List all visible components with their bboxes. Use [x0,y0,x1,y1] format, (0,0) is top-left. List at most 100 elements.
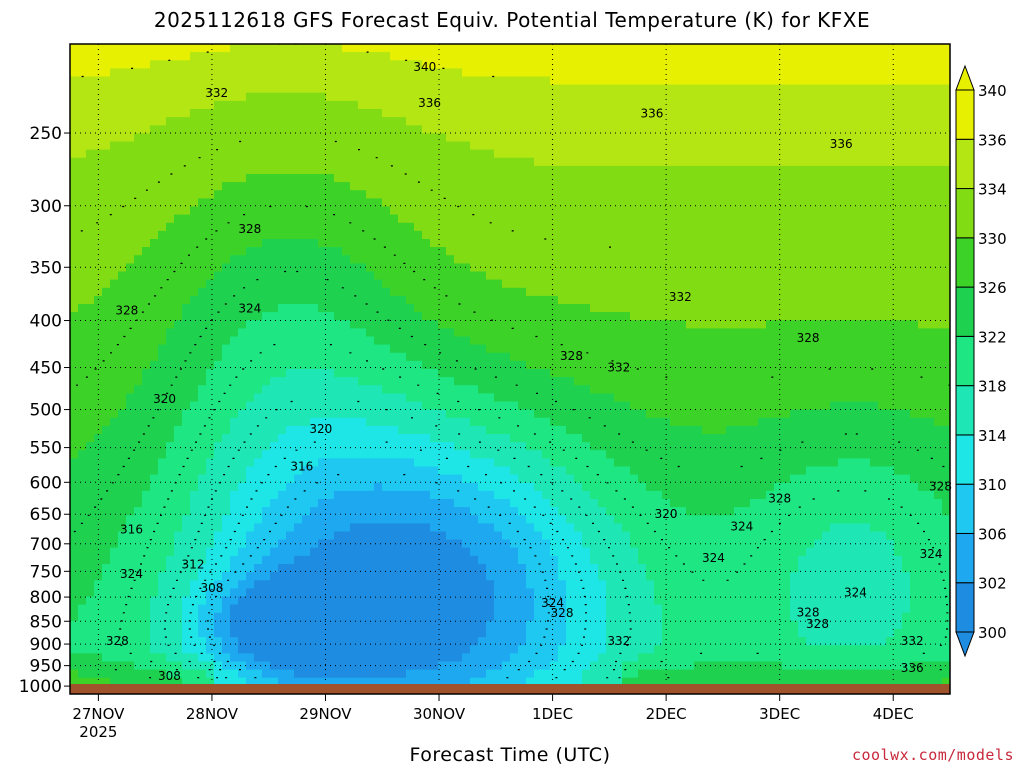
field-cell [86,247,95,256]
field-cell [622,149,631,159]
field-cell [678,360,687,370]
field-cell [278,174,287,183]
field-cell [550,247,559,256]
field-cell [598,352,607,362]
field-cell [366,92,375,102]
field-cell [606,149,615,159]
field-cell [286,304,295,313]
field-cell [630,287,639,297]
field-cell [742,198,751,208]
field-cell [750,149,759,159]
field-cell [374,52,383,61]
field-cell [790,109,799,118]
field-cell [350,76,359,86]
field-cell [478,369,487,378]
field-cell [806,149,815,159]
field-cell [454,157,463,167]
field-cell [398,336,407,346]
field-cell [686,182,695,191]
field-cell [718,263,727,273]
field-cell [710,401,719,411]
field-cell [502,279,511,289]
field-cell [86,360,95,370]
field-cell [590,271,599,281]
field-cell [878,352,887,362]
field-cell [406,141,415,151]
field-cell [294,320,303,329]
field-cell [86,149,95,159]
field-cell [486,328,495,338]
field-cell [638,287,647,297]
field-cell [878,271,887,281]
field-cell [750,84,759,94]
field-cell [334,393,343,403]
field-cell [918,352,927,362]
field-cell [230,125,239,134]
field-cell [710,239,719,248]
field-cell [902,141,911,151]
field-cell [94,312,103,321]
field-cell [750,328,759,338]
field-cell [742,263,751,273]
field-cell [702,344,711,354]
field-cell [742,247,751,256]
field-cell [726,68,735,78]
field-cell [286,117,295,126]
field-cell [142,263,151,273]
field-cell [150,263,159,273]
field-cell [726,320,735,329]
field-cell [246,76,255,86]
field-cell [742,377,751,386]
field-cell [414,117,423,126]
field-cell [558,109,567,118]
field-cell [222,304,231,313]
field-cell [894,336,903,346]
field-cell [134,174,143,183]
field-cell [118,320,127,329]
field-cell [798,141,807,151]
field-cell [262,214,271,224]
field-cell [270,369,279,378]
field-cell [742,100,751,110]
field-cell [310,125,319,134]
field-cell [374,304,383,313]
field-cell [430,336,439,346]
field-cell [278,52,287,61]
field-cell [814,141,823,151]
field-cell [590,239,599,248]
field-cell [190,401,199,411]
field-cell [94,263,103,273]
field-cell [94,141,103,151]
field-cell [710,287,719,297]
field-cell [454,328,463,338]
field-cell [166,141,175,151]
field-cell [782,287,791,297]
field-cell [590,206,599,216]
field-cell [934,393,943,403]
field-cell [910,52,919,61]
field-cell [782,190,791,199]
field-cell [190,141,199,151]
field-cell [206,109,215,118]
field-cell [726,377,735,386]
field-cell [894,76,903,86]
field-cell [710,68,719,78]
field-cell [126,174,135,183]
field-cell [646,377,655,386]
field-cell [254,198,263,208]
field-cell [582,279,591,289]
field-cell [198,320,207,329]
field-cell [254,60,263,69]
field-cell [438,214,447,224]
field-cell [470,320,479,329]
field-cell [694,52,703,61]
field-cell [678,279,687,289]
field-cell [462,182,471,191]
field-cell [278,214,287,224]
field-cell [558,304,567,313]
field-cell [526,230,535,240]
field-cell [654,109,663,118]
field-cell [470,84,479,94]
field-cell [206,279,215,289]
field-cell [278,393,287,403]
